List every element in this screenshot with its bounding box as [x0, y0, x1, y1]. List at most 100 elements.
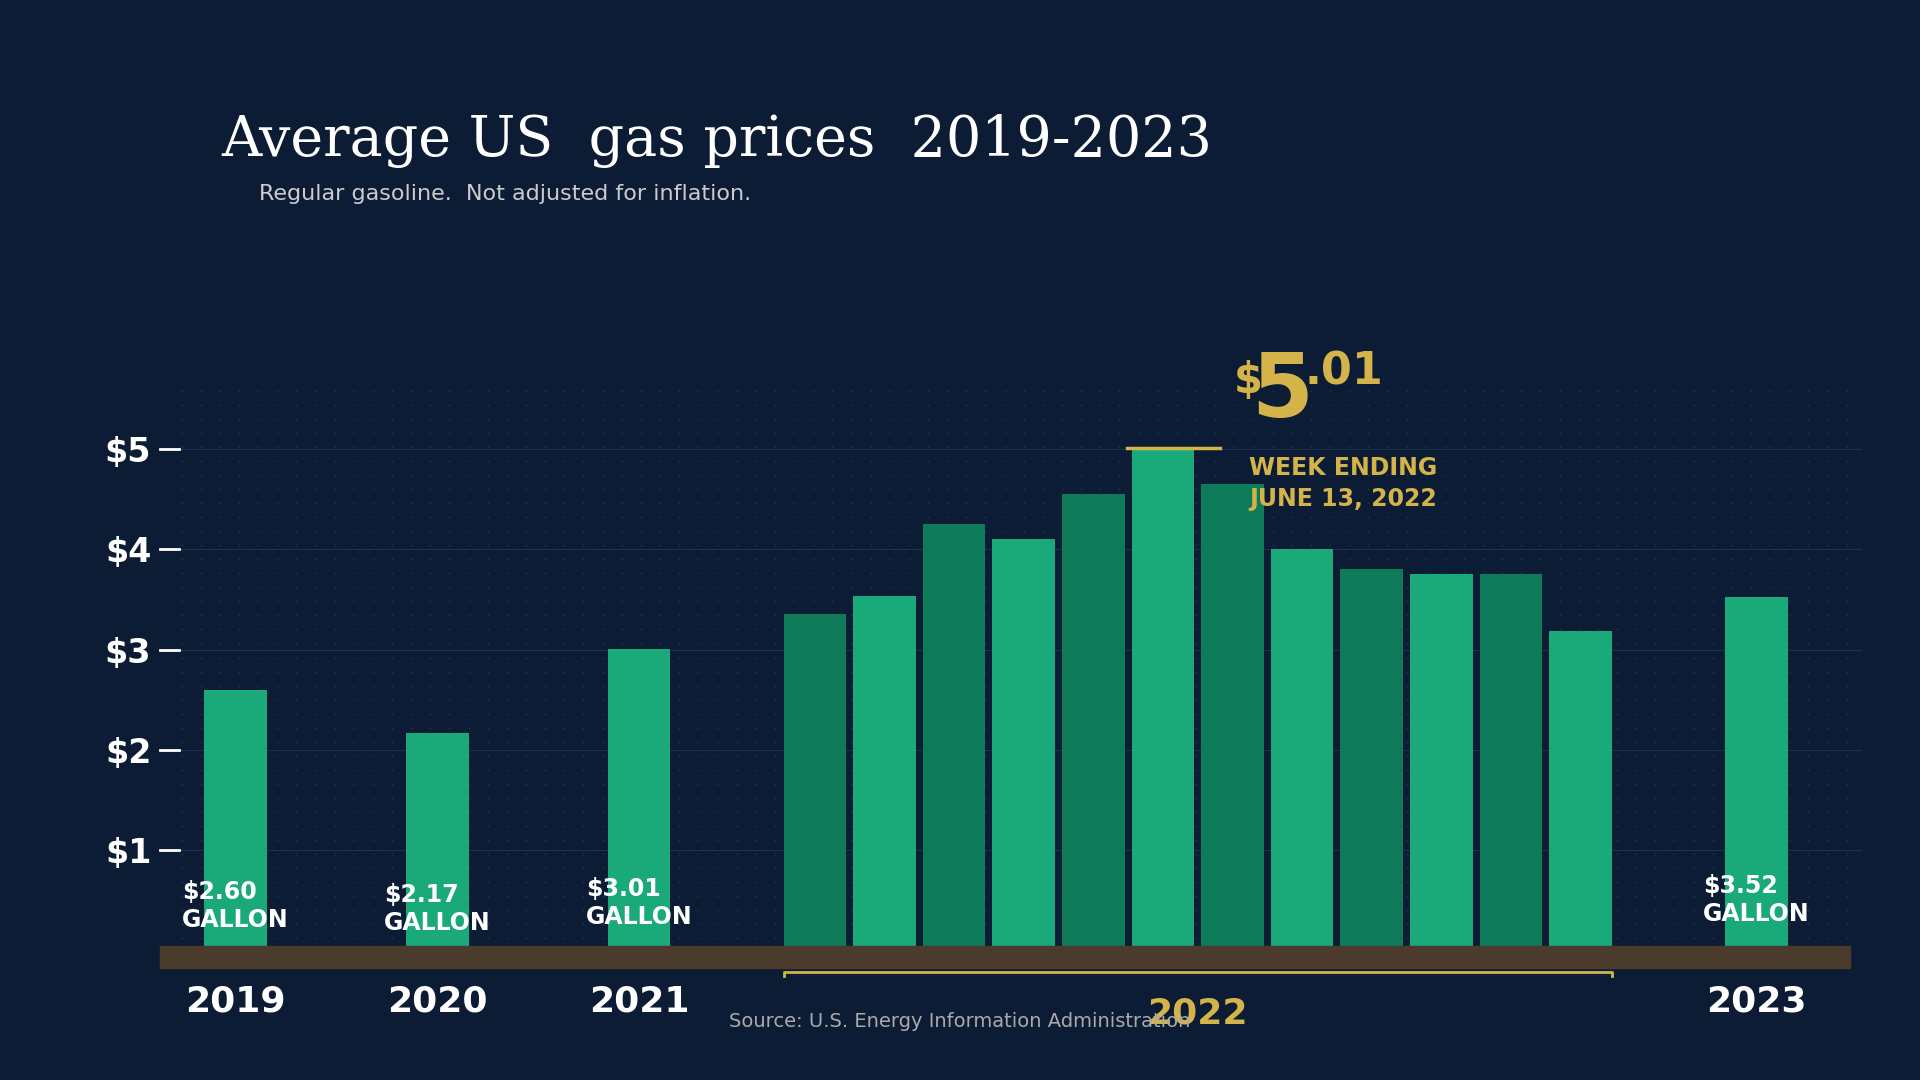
Point [1277, 621, 1308, 638]
Point [1373, 537, 1404, 554]
Point [1582, 635, 1613, 652]
Point [1142, 804, 1173, 821]
Point [415, 663, 445, 680]
Point [434, 621, 465, 638]
Point [1315, 902, 1346, 919]
Point [1296, 663, 1327, 680]
Point [874, 537, 904, 554]
Point [912, 649, 943, 666]
Point [1008, 579, 1039, 596]
Point [722, 705, 753, 723]
Point [1601, 410, 1632, 428]
Point [760, 396, 791, 414]
Point [760, 607, 791, 624]
Point [1200, 691, 1231, 708]
Point [1793, 663, 1824, 680]
Point [1392, 565, 1423, 582]
Point [1467, 607, 1498, 624]
Point [607, 761, 637, 779]
Point [1334, 747, 1365, 765]
Point [1411, 621, 1442, 638]
Point [338, 382, 369, 400]
Point [645, 523, 676, 540]
Point [415, 902, 445, 919]
Point [626, 860, 657, 877]
Point [664, 537, 695, 554]
Point [1678, 677, 1709, 694]
Point [1716, 789, 1747, 807]
Point [1812, 846, 1843, 863]
Point [1315, 523, 1346, 540]
Point [1123, 691, 1154, 708]
Point [1716, 888, 1747, 905]
Point [1812, 775, 1843, 793]
Point [1678, 565, 1709, 582]
Point [549, 410, 580, 428]
Point [1354, 888, 1384, 905]
Point [1200, 663, 1231, 680]
Point [950, 888, 981, 905]
Point [300, 747, 330, 765]
Point [1659, 410, 1690, 428]
Point [703, 733, 733, 751]
Point [223, 663, 253, 680]
Point [1315, 495, 1346, 512]
Point [319, 818, 349, 835]
Point [1736, 691, 1766, 708]
Point [453, 930, 484, 947]
Point [722, 691, 753, 708]
Point [874, 593, 904, 610]
Point [242, 775, 273, 793]
Point [835, 902, 866, 919]
Point [1428, 410, 1459, 428]
Point [588, 649, 618, 666]
Point [854, 467, 885, 484]
Point [1008, 846, 1039, 863]
Point [816, 705, 847, 723]
Point [741, 523, 772, 540]
Point [1392, 551, 1423, 568]
Point [1793, 691, 1824, 708]
Point [396, 691, 426, 708]
Point [1392, 846, 1423, 863]
Point [1066, 424, 1096, 442]
Point [1678, 818, 1709, 835]
Point [1392, 719, 1423, 737]
Point [1544, 719, 1574, 737]
Point [950, 874, 981, 891]
Point [1104, 846, 1135, 863]
Point [1620, 761, 1651, 779]
Point [204, 761, 234, 779]
Point [1162, 396, 1192, 414]
Point [1123, 579, 1154, 596]
Point [1544, 902, 1574, 919]
Point [223, 677, 253, 694]
Point [338, 453, 369, 470]
Point [854, 410, 885, 428]
Point [376, 551, 407, 568]
Point [1200, 410, 1231, 428]
Point [1697, 523, 1728, 540]
Point [1373, 874, 1404, 891]
Point [1142, 747, 1173, 765]
Point [760, 537, 791, 554]
Point [492, 846, 522, 863]
Point [970, 789, 1000, 807]
Point [1238, 733, 1269, 751]
Point [1544, 677, 1574, 694]
Point [472, 593, 503, 610]
Point [1582, 410, 1613, 428]
Point [1334, 846, 1365, 863]
Point [1793, 804, 1824, 821]
Point [1238, 453, 1269, 470]
Point [1524, 677, 1555, 694]
Point [1812, 382, 1843, 400]
Point [434, 846, 465, 863]
Point [893, 733, 924, 751]
Point [780, 691, 810, 708]
Point [722, 523, 753, 540]
Point [223, 551, 253, 568]
Point [835, 579, 866, 596]
Point [1315, 509, 1346, 526]
Point [242, 467, 273, 484]
